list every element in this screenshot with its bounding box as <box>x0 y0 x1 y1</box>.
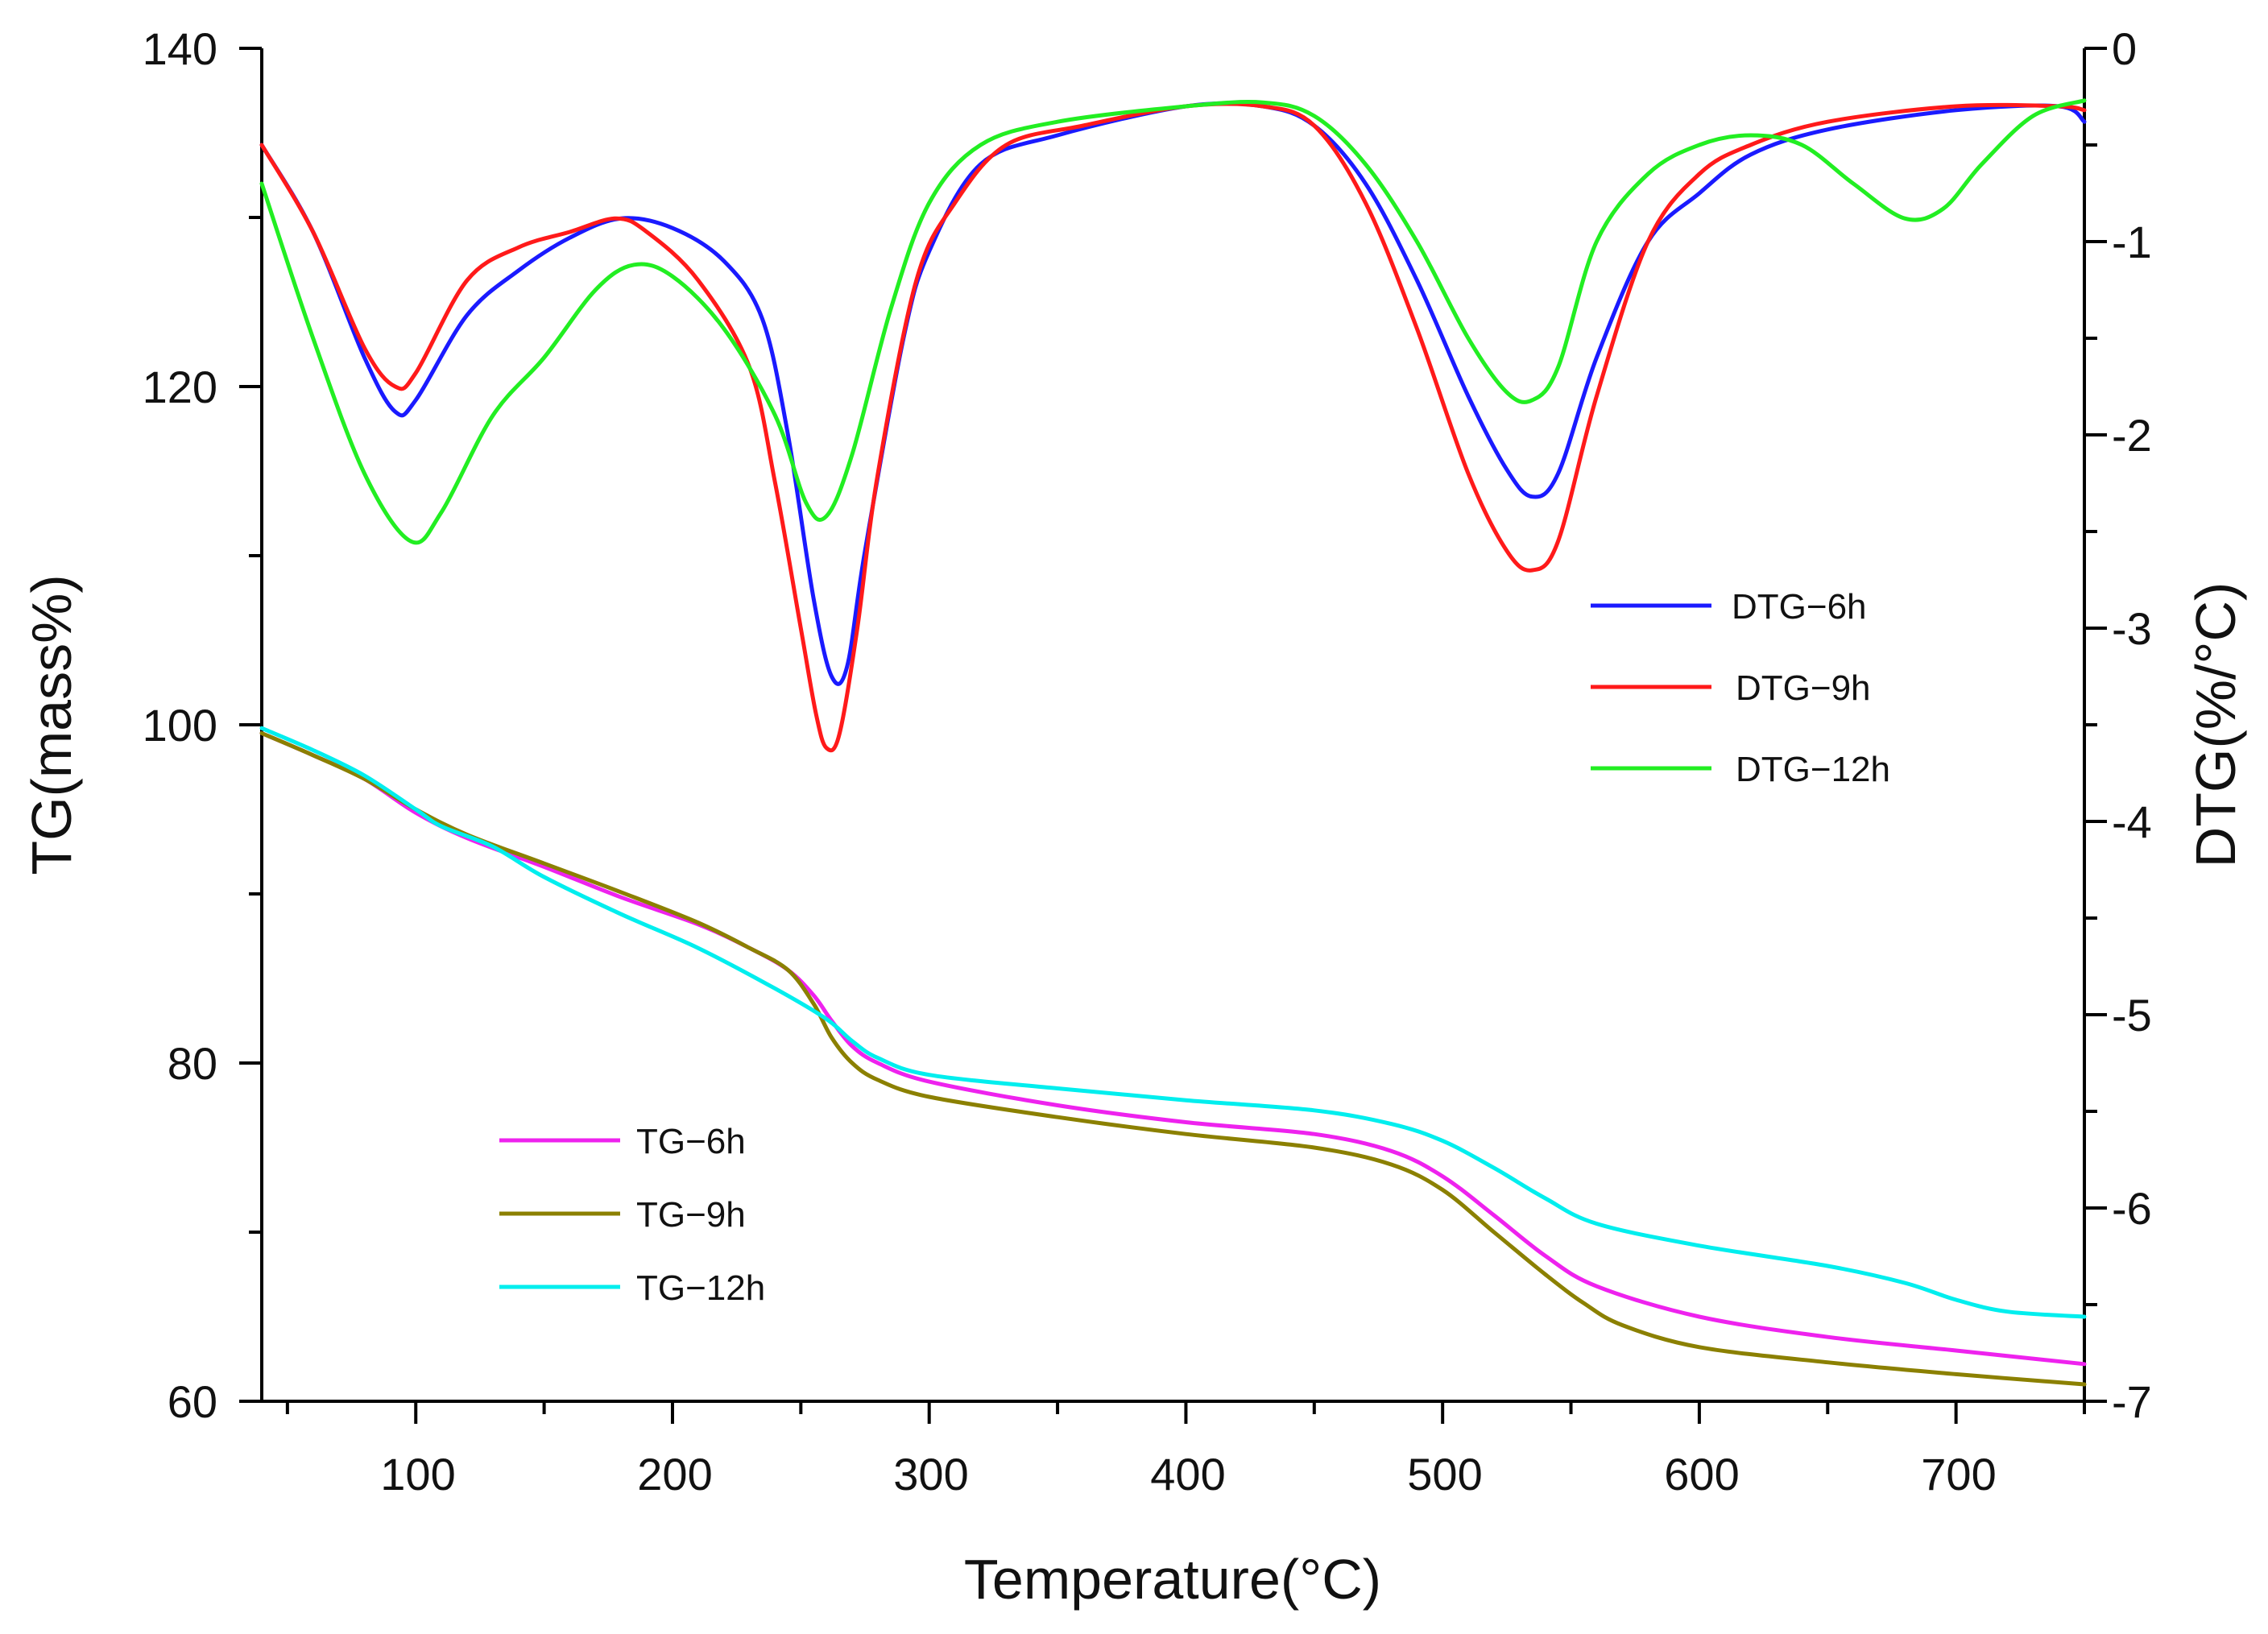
y-left-tick-label: 120 <box>143 362 217 412</box>
x-axis-title: Temperature(°C) <box>964 1548 1381 1611</box>
y-left-tick-label: 80 <box>168 1038 217 1089</box>
series-line-tg-9h <box>259 731 2087 1387</box>
legend-label-tg-6h: TG−6h <box>636 1122 746 1161</box>
dtg-legend: DTG−6h DTG−9h DTG−12h <box>1591 587 1890 789</box>
y-left-tick-label: 140 <box>143 23 217 74</box>
legend-label-dtg-6h: DTG−6h <box>1732 587 1867 627</box>
tg-legend: TG−6h TG−9h TG−12h <box>499 1122 765 1308</box>
y-right-tick-label: -3 <box>2112 603 2152 654</box>
x-tick-label: 600 <box>1664 1449 1739 1500</box>
y-right-tick-label: -5 <box>2112 990 2152 1040</box>
y-right-tick-label: 0 <box>2112 23 2137 74</box>
y-right-tick-label: -2 <box>2112 410 2152 461</box>
x-tick-label: 700 <box>1921 1449 1996 1500</box>
legend-label-tg-12h: TG−12h <box>636 1268 765 1308</box>
y-left-tick-labels: 60 80 100 120 140 <box>143 23 217 1427</box>
axis-ticks <box>239 47 2107 1424</box>
y-right-tick-labels: 0 -1 -2 -3 -4 -5 -6 -7 <box>2112 23 2152 1427</box>
series-layer <box>259 98 2087 1387</box>
y-left-tick-label: 100 <box>143 700 217 751</box>
legend-label-dtg-12h: DTG−12h <box>1736 750 1890 789</box>
y-left-axis-title: TG(mass%) <box>20 574 83 875</box>
x-tick-label: 500 <box>1407 1449 1482 1500</box>
y-right-tick-label: -7 <box>2112 1376 2152 1427</box>
y-left-tick-label: 60 <box>168 1376 217 1427</box>
series-line-tg-6h <box>259 731 2087 1367</box>
series-line-tg-12h <box>259 726 2087 1319</box>
x-tick-label: 100 <box>380 1449 455 1500</box>
y-right-axis-title: DTG(%/°C) <box>2184 582 2247 868</box>
legend-label-tg-9h: TG−9h <box>636 1195 746 1235</box>
x-tick-labels: 100 200 300 400 500 600 700 <box>380 1449 1996 1500</box>
series-line-dtg-12h <box>259 98 2087 545</box>
y-right-tick-label: -1 <box>2112 217 2152 267</box>
x-tick-label: 400 <box>1150 1449 1225 1500</box>
series-line-dtg-9h <box>259 101 2087 753</box>
y-right-tick-label: -4 <box>2112 796 2152 847</box>
y-right-tick-label: -6 <box>2112 1183 2152 1234</box>
legend-label-dtg-9h: DTG−9h <box>1736 668 1871 708</box>
x-tick-label: 200 <box>637 1449 712 1500</box>
x-tick-label: 300 <box>893 1449 968 1500</box>
